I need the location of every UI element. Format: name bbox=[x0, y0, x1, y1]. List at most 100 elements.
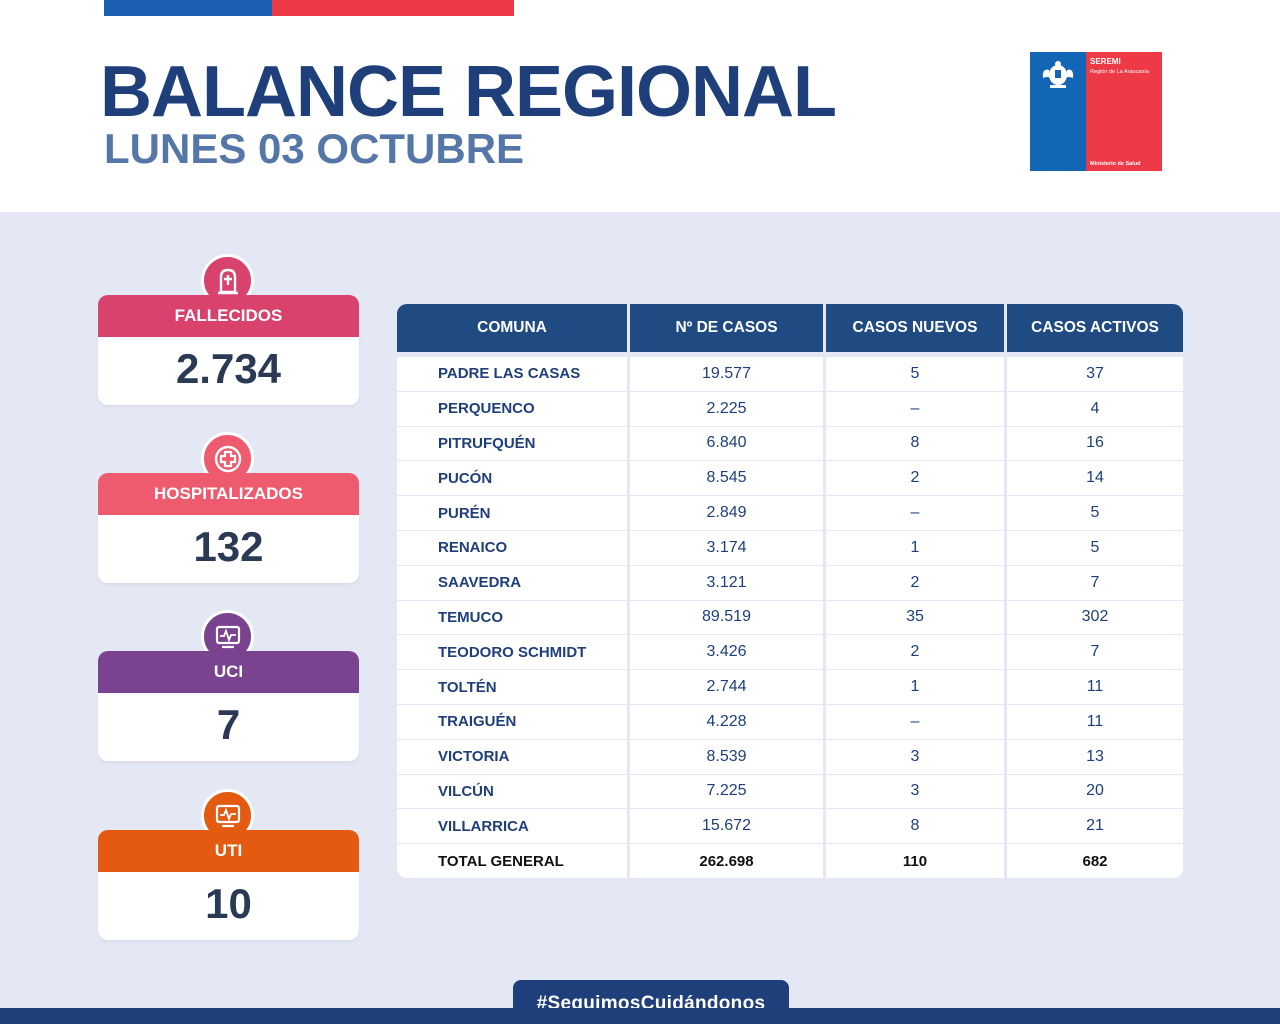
cell-activos: 20 bbox=[1007, 774, 1183, 809]
cell-comuna: PITRUFQUÉN bbox=[397, 426, 627, 461]
top-bar-blue bbox=[104, 0, 272, 16]
cell-nuevos: 1 bbox=[826, 530, 1004, 565]
column-header-casos: Nº DE CASOS bbox=[630, 304, 823, 352]
cell-activos: 4 bbox=[1007, 391, 1183, 426]
cell-activos: 302 bbox=[1007, 600, 1183, 635]
table-row: SAAVEDRA 3.121 2 7 bbox=[397, 565, 1183, 601]
cell-nuevos: 2 bbox=[826, 565, 1004, 600]
cell-nuevos: – bbox=[826, 391, 1004, 426]
cell-nuevos: 2 bbox=[826, 635, 1004, 670]
table-row: PURÉN 2.849–5 bbox=[397, 496, 1183, 531]
cell-casos: 3.174 bbox=[630, 530, 823, 565]
total-cell-nuevos: 110 bbox=[826, 844, 1004, 878]
bottom-bar bbox=[0, 1008, 1280, 1024]
cell-activos: 11 bbox=[1007, 704, 1183, 739]
cell-comuna: TOLTÉN bbox=[397, 670, 627, 704]
total-cell-casos: 262.698 bbox=[630, 844, 823, 878]
cell-casos: 6.840 bbox=[630, 426, 823, 461]
logo-ministry-text: Ministerio de Salud bbox=[1090, 161, 1141, 167]
table-row: VILLARRICA 15.672 8 21 bbox=[397, 809, 1183, 845]
cell-activos: 16 bbox=[1007, 426, 1183, 461]
table-row: TEODORO SCHMIDT 3.426 2 7 bbox=[397, 635, 1183, 671]
cell-nuevos: 8 bbox=[826, 809, 1004, 844]
cell-comuna: VICTORIA bbox=[397, 739, 627, 774]
stat-label: UCI bbox=[98, 651, 359, 693]
stat-label: HOSPITALIZADOS bbox=[98, 473, 359, 515]
cell-nuevos: 8 bbox=[826, 426, 1004, 461]
cell-comuna: PURÉN bbox=[397, 496, 627, 530]
logo-red-block: SEREMI Región de La Araucanía Ministerio… bbox=[1086, 52, 1162, 171]
table-row: TOLTÉN 2.744 1 11 bbox=[397, 670, 1183, 705]
top-bar-red bbox=[272, 0, 514, 16]
table-body: PADRE LAS CASAS 19.577 5 37 PERQUENCO 2.225–4… bbox=[397, 357, 1183, 879]
cell-nuevos: 1 bbox=[826, 670, 1004, 704]
cell-activos: 5 bbox=[1007, 496, 1183, 530]
table-row: VILCÚN 7.225 3 20 bbox=[397, 774, 1183, 810]
cell-casos: 4.228 bbox=[630, 704, 823, 739]
cell-casos: 2.225 bbox=[630, 391, 823, 426]
cell-activos: 21 bbox=[1007, 809, 1183, 844]
cell-comuna: PERQUENCO bbox=[397, 391, 627, 426]
page-title: BALANCE REGIONAL bbox=[100, 52, 837, 132]
cell-nuevos: – bbox=[826, 496, 1004, 530]
cell-nuevos: 3 bbox=[826, 739, 1004, 774]
cell-casos: 7.225 bbox=[630, 774, 823, 809]
stat-value: 7 bbox=[98, 693, 359, 761]
stat-value: 132 bbox=[98, 515, 359, 583]
table-row: PADRE LAS CASAS 19.577 5 37 bbox=[397, 357, 1183, 392]
stat-value: 10 bbox=[98, 872, 359, 940]
cell-casos: 2.744 bbox=[630, 670, 823, 704]
top-accent-bar bbox=[104, 0, 514, 16]
logo-region-text: Región de La Araucanía bbox=[1090, 69, 1150, 75]
total-cell-activos: 682 bbox=[1007, 844, 1183, 878]
cell-comuna: TEODORO SCHMIDT bbox=[397, 635, 627, 670]
cell-activos: 7 bbox=[1007, 565, 1183, 600]
table-header: COMUNA Nº DE CASOS CASOS NUEVOS CASOS AC… bbox=[397, 304, 1183, 352]
cell-activos: 11 bbox=[1007, 670, 1183, 704]
cell-nuevos: 3 bbox=[826, 774, 1004, 809]
table-row: TEMUCO 89.519 35 302 bbox=[397, 600, 1183, 636]
cell-activos: 37 bbox=[1007, 357, 1183, 391]
cell-comuna: PUCÓN bbox=[397, 461, 627, 496]
cell-comuna: TRAIGUÉN bbox=[397, 704, 627, 739]
cell-casos: 15.672 bbox=[630, 809, 823, 844]
cell-nuevos: 2 bbox=[826, 461, 1004, 496]
column-header-activos: CASOS ACTIVOS bbox=[1007, 304, 1183, 352]
cell-activos: 13 bbox=[1007, 739, 1183, 774]
cell-casos: 8.539 bbox=[630, 739, 823, 774]
table-row: PITRUFQUÉN 6.840 8 16 bbox=[397, 426, 1183, 462]
cell-comuna: VILCÚN bbox=[397, 774, 627, 809]
table-row: RENAICO 3.174 1 5 bbox=[397, 530, 1183, 566]
stat-label: FALLECIDOS bbox=[98, 295, 359, 337]
cell-comuna: RENAICO bbox=[397, 530, 627, 565]
total-cell-comuna: TOTAL GENERAL bbox=[397, 844, 627, 878]
column-header-comuna: COMUNA bbox=[397, 304, 627, 352]
cell-activos: 14 bbox=[1007, 461, 1183, 496]
cases-table: COMUNA Nº DE CASOS CASOS NUEVOS CASOS AC… bbox=[397, 304, 1183, 879]
cell-casos: 3.426 bbox=[630, 635, 823, 670]
cell-nuevos: 5 bbox=[826, 357, 1004, 391]
cell-casos: 8.545 bbox=[630, 461, 823, 496]
coat-of-arms-icon bbox=[1042, 61, 1074, 88]
cell-comuna: VILLARRICA bbox=[397, 809, 627, 844]
stat-value: 2.734 bbox=[98, 337, 359, 405]
cell-casos: 3.121 bbox=[630, 565, 823, 600]
cell-nuevos: – bbox=[826, 704, 1004, 739]
stat-label: UTI bbox=[98, 830, 359, 872]
logo-seremi-text: SEREMI bbox=[1090, 57, 1121, 66]
table-row: TRAIGUÉN 4.228–11 bbox=[397, 704, 1183, 740]
table-row: PERQUENCO 2.225–4 bbox=[397, 391, 1183, 427]
page-subtitle: LUNES 03 OCTUBRE bbox=[104, 125, 525, 172]
cell-casos: 19.577 bbox=[630, 357, 823, 391]
seremi-logo: SEREMI Región de La Araucanía Ministerio… bbox=[1030, 52, 1162, 171]
cell-casos: 2.849 bbox=[630, 496, 823, 530]
cell-casos: 89.519 bbox=[630, 600, 823, 635]
table-row: VICTORIA 8.539 3 13 bbox=[397, 739, 1183, 775]
table-row: PUCÓN 8.545 2 14 bbox=[397, 461, 1183, 497]
cell-activos: 7 bbox=[1007, 635, 1183, 670]
cell-comuna: TEMUCO bbox=[397, 600, 627, 635]
logo-blue-block bbox=[1030, 52, 1086, 171]
table-total-row: TOTAL GENERAL 262.698 110 682 bbox=[397, 844, 1183, 879]
cell-nuevos: 35 bbox=[826, 600, 1004, 635]
cell-comuna: PADRE LAS CASAS bbox=[397, 357, 627, 391]
